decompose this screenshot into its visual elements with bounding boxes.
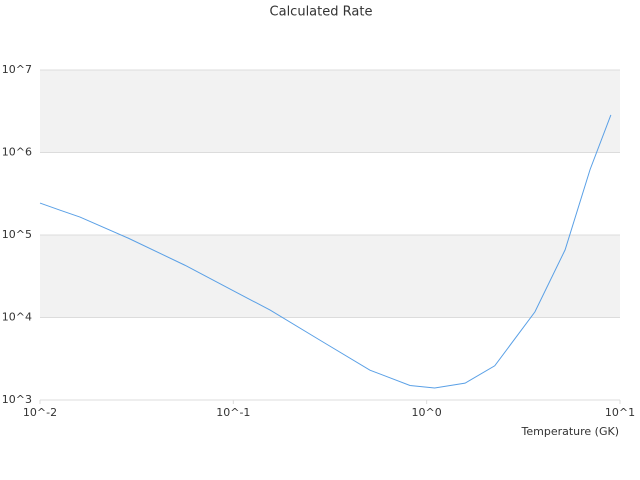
x-tick-label: 10^-1: [216, 406, 250, 419]
y-tick-label: 10^5: [2, 228, 32, 241]
x-tick-label: 10^0: [412, 406, 442, 419]
x-tick-label: 10^-2: [23, 406, 57, 419]
y-tick-label: 10^3: [2, 393, 32, 406]
data-line: [39, 114, 612, 389]
x-axis-label: Temperature (GK): [521, 425, 620, 438]
x-tick-label: 10^1: [605, 406, 635, 419]
grid-band: [40, 70, 620, 153]
grid-band: [40, 235, 620, 318]
y-tick-label: 10^6: [2, 146, 32, 159]
y-tick-label: 10^7: [2, 63, 32, 76]
y-tick-label: 10^4: [2, 311, 32, 324]
chart-title: Calculated Rate: [270, 5, 373, 20]
